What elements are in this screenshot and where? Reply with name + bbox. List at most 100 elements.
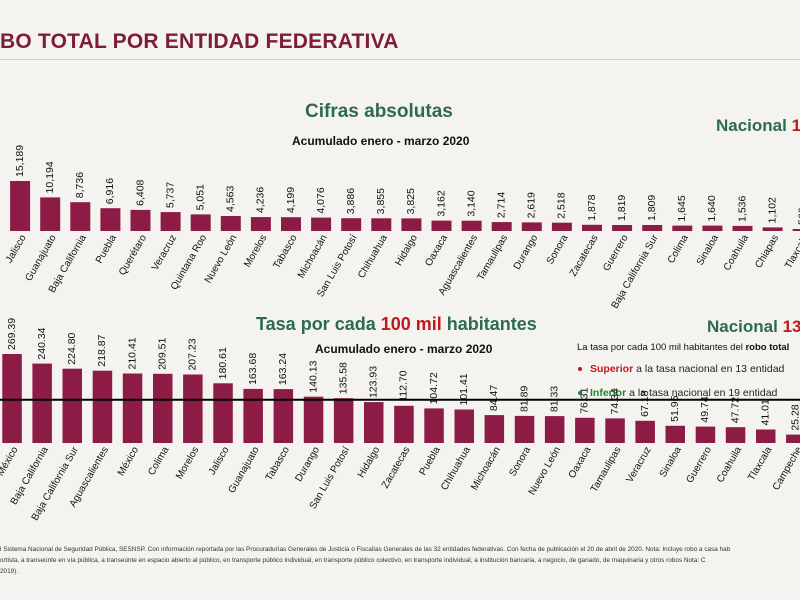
chart1-value-label: 4,076: [315, 187, 327, 213]
footer-line-1: l Sistema Nacional de Seguridad Pública,…: [0, 546, 731, 553]
legend-superior: Superior a la tasa nacional en 13 entida…: [578, 363, 784, 375]
chart2-bar: [273, 389, 294, 443]
chart1-category-label: Oaxaca: [423, 233, 450, 269]
legend-superior-word: Superior: [590, 363, 634, 375]
chart1-bar: [10, 181, 31, 231]
chart2-value-label: 104.72: [428, 372, 440, 404]
chart1-title: Cifras absolutas: [305, 101, 453, 122]
chart1-bar: [250, 217, 271, 231]
chart2-national-label: Nacional: [707, 317, 778, 336]
chart1-bar: [341, 218, 362, 231]
chart1-value-label: 1,819: [616, 195, 628, 221]
chart2-bar: [756, 429, 776, 443]
chart2-category-label: Tabasco: [264, 445, 292, 483]
chart1-bar: [130, 209, 151, 231]
chart2-category-label: Zacatecas: [380, 445, 413, 490]
chart1-bar: [100, 208, 121, 231]
chart1-category-label: Zacatecas: [568, 233, 601, 278]
chart2-bar: [364, 402, 384, 443]
chart2-value-label: 163.24: [277, 353, 289, 385]
chart2-bar: [62, 368, 82, 443]
chart2-bar: [183, 374, 203, 443]
chart2-category-label: Jalisco: [207, 445, 232, 477]
legend-inferior-dot: [578, 391, 582, 396]
chart2-category-label: Campeche: [771, 445, 800, 493]
chart2-bar: [786, 434, 800, 443]
chart1-value-label: 1,878: [586, 194, 598, 220]
chart1-value-label: 1,809: [646, 195, 658, 221]
chart1-bar: [642, 225, 663, 231]
chart1-category-label: Morelos: [242, 233, 269, 269]
chart2-bar: [122, 373, 143, 443]
chart1-category-label: Querétaro: [117, 233, 149, 278]
chart2-national-value: 13: [782, 317, 800, 336]
chart1-value-label: 6,408: [134, 179, 146, 205]
chart2-category-label: México: [0, 445, 21, 478]
chart2-value-label: 135.58: [337, 362, 349, 394]
chart1-category-label: Veracruz: [150, 233, 179, 273]
chart1-bar: [702, 225, 723, 231]
chart1-category-label: Coahuila: [722, 233, 751, 273]
chart2-value-label: 180.61: [217, 347, 229, 379]
chart1-bar: [792, 229, 800, 231]
chart2-bar: [454, 409, 474, 443]
chart1-category-label: Chiapas: [753, 233, 781, 270]
chart2-value-label: 84.47: [488, 385, 500, 411]
chart1-bar: [190, 214, 211, 231]
chart2-bar: [32, 363, 52, 443]
chart1-bar: [281, 217, 301, 231]
chart1-value-label: 10,194: [44, 161, 56, 193]
chart2-bar: [2, 354, 22, 443]
chart1-bar: [762, 227, 783, 231]
footer-line-2: ortista, a transeúnte en vía pública, a …: [0, 557, 706, 564]
chart1-national-label: Nacional: [716, 116, 787, 135]
chart2-bar: [153, 373, 173, 443]
chart2-bar: [514, 415, 535, 443]
chart1-value-label: 1,640: [706, 195, 718, 221]
chart1-value-label: 8,736: [74, 172, 86, 198]
chart2-bar: [665, 425, 685, 443]
chart1-bar: [672, 225, 693, 231]
chart2-title-part2: habitantes: [446, 314, 537, 334]
chart1-value-label: 3,825: [405, 188, 417, 214]
chart1-value-label: 3,162: [435, 190, 447, 216]
chart1-category-label: Tabasco: [271, 233, 299, 271]
chart1-category-label: Tlaxcala: [783, 233, 800, 271]
chart1-bar: [431, 220, 452, 231]
chart2-value-label: 240.34: [36, 327, 48, 359]
chart2-value-label: 41.01: [760, 399, 772, 425]
chart1-bar: [551, 222, 572, 231]
chart2-value-label: 224.80: [66, 332, 78, 364]
chart2-title: Tasa por cada 100 mil habitantes: [256, 314, 537, 335]
chart2-bar: [725, 427, 746, 443]
chart2-bar: [575, 417, 595, 443]
chart2-bar: [394, 405, 414, 443]
legend-superior-dot: [578, 367, 582, 372]
chart2-value-label: 269.39: [6, 318, 18, 350]
chart1-category-label: Colima: [666, 233, 691, 266]
chart1-value-label: 2,619: [526, 192, 538, 218]
chart1-category-label: Nuevo León: [203, 233, 239, 285]
chart2-subtitle: Acumulado enero - marzo 2020: [315, 342, 493, 356]
chart1-bar: [582, 224, 602, 231]
chart1-value-label: 4,563: [225, 186, 237, 212]
chart1-category-label: Michoacán: [296, 233, 330, 280]
chart2-bar: [92, 370, 113, 443]
chart1-category-label: Durango: [512, 233, 541, 272]
chart1-value-label: 2,714: [495, 192, 507, 218]
chart1-bar: [521, 222, 542, 231]
header-divider: [0, 59, 800, 60]
chart1-category-label: Hidalgo: [394, 233, 421, 268]
footer-notes: l Sistema Nacional de Seguridad Pública,…: [0, 544, 800, 577]
chart1-category-label: Jalisco: [4, 233, 29, 265]
chart1-value-label: 4,199: [285, 187, 297, 213]
chart2-bar: [635, 420, 655, 443]
chart1-value-label: 1,536: [736, 196, 748, 222]
chart1-bar: [220, 216, 241, 231]
chart1-category-label: Chihuahua: [356, 233, 390, 281]
chart2-value-label: 218.87: [96, 334, 108, 366]
chart1-category-label: Sonora: [545, 233, 571, 267]
chart2-bar: [303, 396, 324, 443]
chart2-category-label: Hidalgo: [356, 445, 383, 480]
chart2-category-label: Tamaulipas: [589, 445, 624, 494]
